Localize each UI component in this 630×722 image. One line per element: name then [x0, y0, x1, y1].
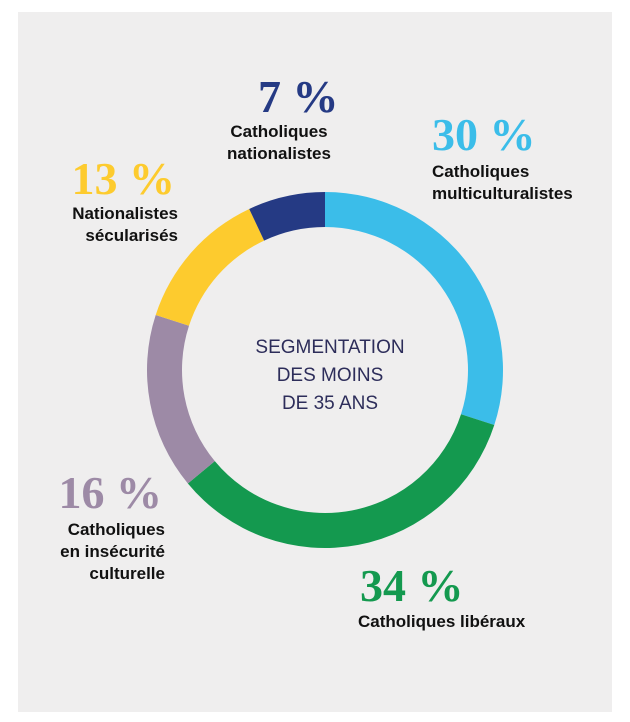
- donut-segment: [325, 192, 503, 426]
- value-label: 30 %: [432, 109, 536, 160]
- center-label: SEGMENTATION: [255, 337, 404, 358]
- value-label: 7 %: [258, 71, 339, 122]
- center-label: DE 35 ANS: [282, 393, 378, 414]
- value-label: 16 %: [58, 467, 163, 518]
- donut-segment: [249, 192, 325, 241]
- donut-segment: [187, 414, 495, 548]
- category-label: Catholiques libéraux: [358, 612, 526, 631]
- donut-segment: [147, 314, 215, 484]
- donut-segment: [155, 208, 265, 326]
- category-label: Nationalistes sécularisés: [72, 204, 178, 245]
- category-label: Catholiques en insécurité culturelle: [60, 520, 165, 583]
- center-label: DES MOINS: [277, 365, 384, 386]
- category-label: Catholiques multiculturalistes: [432, 162, 573, 203]
- category-label: Catholiques nationalistes: [227, 122, 331, 163]
- value-label: 13 %: [71, 153, 176, 204]
- panel: [18, 12, 612, 712]
- value-label: 34 %: [360, 560, 464, 611]
